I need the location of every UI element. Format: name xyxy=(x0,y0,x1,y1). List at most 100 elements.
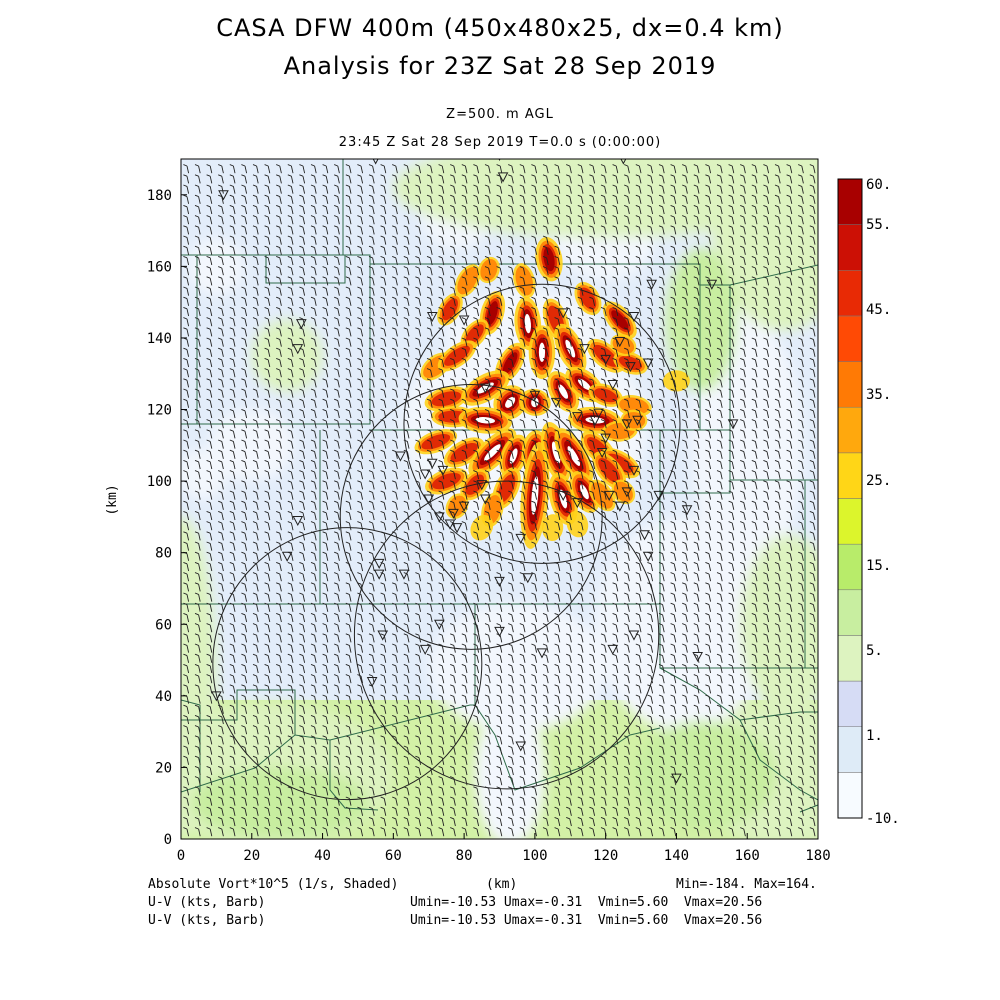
cell-hole xyxy=(484,444,501,461)
x-tick-label: 60 xyxy=(385,848,402,864)
colorbar-swatch xyxy=(837,406,863,454)
green-zone xyxy=(740,534,818,714)
colorbar-label: 15. xyxy=(866,558,891,574)
colorbar-swatch xyxy=(837,315,863,362)
cell-ring-red xyxy=(598,457,621,483)
station-marker xyxy=(621,487,633,498)
x-axis-label: (km) xyxy=(486,877,518,892)
colorbar-swatch xyxy=(837,680,863,727)
green-zone xyxy=(191,767,369,839)
cell-ring-yellow xyxy=(470,514,494,541)
cell-ring-orange xyxy=(448,495,467,517)
x-tick-label: 120 xyxy=(593,848,618,864)
x-tick-label: 180 xyxy=(805,848,830,864)
station-marker xyxy=(373,569,385,580)
station-marker xyxy=(434,619,445,630)
station-marker xyxy=(593,408,604,419)
x-axis: 0 20 40 60 80 100 120 140 160 180 xyxy=(177,833,831,864)
time-label: 23:45 Z Sat 28 Sep 2019 T=0.0 s (0:00:00… xyxy=(338,135,662,150)
station-marker xyxy=(727,419,739,430)
station-marker xyxy=(480,383,491,394)
y-tick-label: 100 xyxy=(147,474,172,490)
cell-core xyxy=(611,310,629,330)
radar-ring xyxy=(212,527,483,801)
station-markers xyxy=(211,159,739,784)
colorbar-label: 60. xyxy=(866,177,891,193)
colorbar-swatch xyxy=(837,726,863,773)
cell-ring-red xyxy=(431,472,461,490)
cell-hole xyxy=(585,417,605,424)
cell-hole xyxy=(538,342,546,362)
station-marker xyxy=(480,494,491,505)
station-marker xyxy=(515,533,527,544)
cell-core xyxy=(486,301,498,325)
colorbar-swatch xyxy=(837,452,863,499)
station-marker xyxy=(437,465,449,476)
station-marker xyxy=(536,648,548,659)
y-tick-label: 80 xyxy=(155,546,172,562)
vorticity-cell xyxy=(535,237,563,282)
colorbar-swatch xyxy=(837,635,863,682)
cell-ring-red xyxy=(465,324,484,345)
vorticity-cell xyxy=(425,467,468,495)
pale-zone xyxy=(474,703,546,839)
x-tick-label: 80 xyxy=(456,848,473,864)
colorbar-swatch xyxy=(837,589,863,636)
cell-ring-red xyxy=(421,434,451,450)
colorbar-swatch xyxy=(837,178,863,225)
radar-ring xyxy=(403,283,681,564)
station-marker xyxy=(692,651,704,663)
x-tick-label: 160 xyxy=(735,848,760,864)
y-tick-label: 160 xyxy=(147,259,172,275)
cell-ring-yellow xyxy=(663,370,690,392)
station-marker xyxy=(292,515,304,527)
radar-ring xyxy=(353,480,660,790)
station-marker xyxy=(444,519,456,530)
station-marker xyxy=(572,498,583,509)
station-marker xyxy=(451,523,463,534)
vorticity-cell xyxy=(519,388,551,416)
vorticity-cell xyxy=(458,406,513,434)
station-marker xyxy=(458,315,470,326)
x-tick-label: 100 xyxy=(522,848,547,864)
vorticity-cell xyxy=(528,325,556,380)
vorticity-cell xyxy=(663,370,690,392)
station-marker xyxy=(423,494,435,505)
colorbar-label: 1. xyxy=(866,728,883,744)
station-marker xyxy=(625,362,636,373)
station-marker xyxy=(607,644,619,655)
colorbar-swatch xyxy=(837,361,863,408)
station-marker xyxy=(614,501,626,512)
station-marker xyxy=(419,644,431,655)
x-tick-label: 20 xyxy=(243,848,260,864)
colorbar-frame xyxy=(837,178,863,819)
chart-title: CASA DFW 400m (450x480x25, dx=0.4 km) xyxy=(216,14,784,42)
green-zone xyxy=(251,320,323,392)
x-tick-label: 140 xyxy=(664,848,689,864)
cell-hole xyxy=(551,441,561,464)
cell-core xyxy=(502,352,518,374)
station-marker xyxy=(671,773,682,784)
radar-coverage-rings xyxy=(212,283,681,801)
green-zone xyxy=(665,248,737,392)
station-marker xyxy=(632,415,643,426)
colorbar-swatch xyxy=(837,543,863,591)
cell-ring-orange xyxy=(613,481,633,502)
station-marker xyxy=(653,490,665,501)
station-marker xyxy=(497,172,509,183)
min-max-label: Min=-184. Max=164. xyxy=(676,877,817,892)
station-marker xyxy=(211,691,222,702)
station-marker xyxy=(646,279,658,290)
cell-core xyxy=(543,247,555,272)
station-marker xyxy=(281,551,293,562)
station-marker xyxy=(639,530,650,541)
station-marker xyxy=(373,558,385,569)
station-marker xyxy=(448,508,459,519)
y-tick-label: 140 xyxy=(147,331,172,347)
cell-ring-red xyxy=(441,298,458,321)
pale-zone xyxy=(428,602,606,732)
station-marker xyxy=(377,630,389,641)
station-marker xyxy=(458,501,470,512)
cell-hole xyxy=(524,314,532,334)
vector-label-2: U-V (kts, Barb) xyxy=(148,913,266,928)
